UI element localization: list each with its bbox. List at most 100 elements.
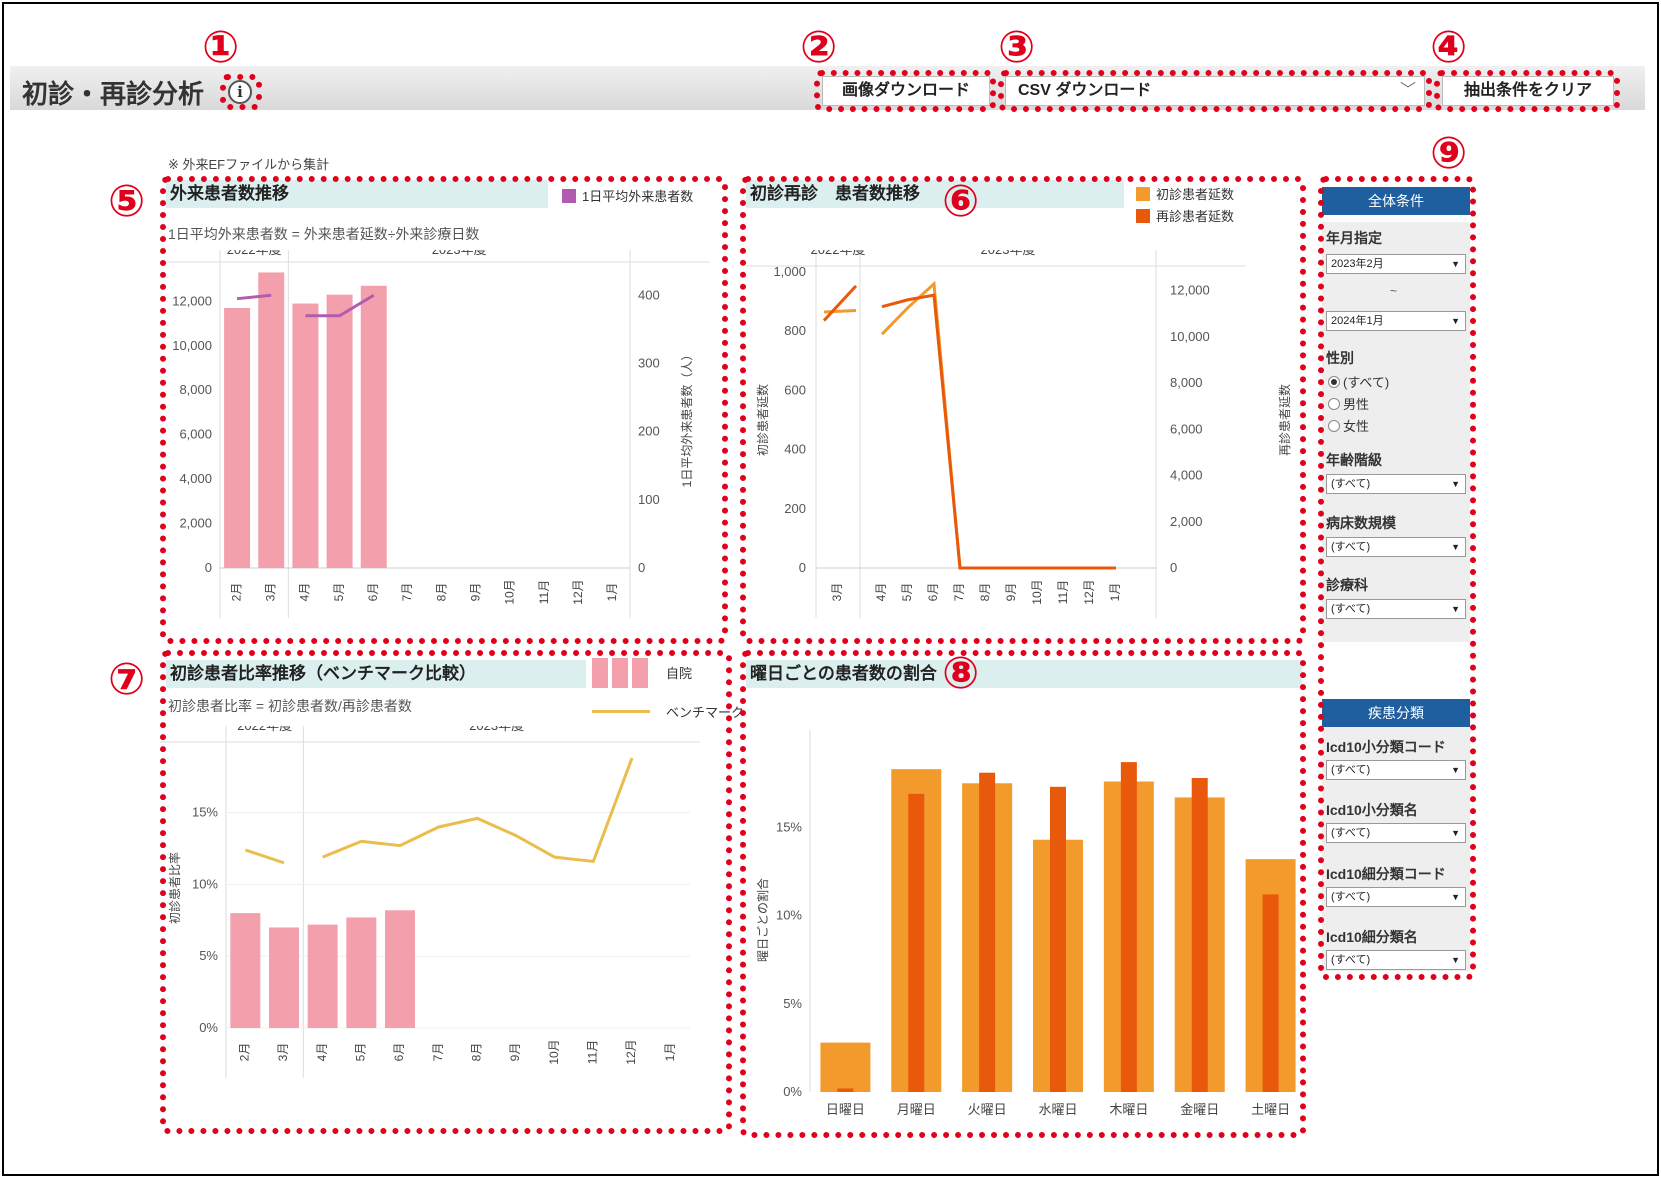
panel5-formula: 1日平均外来患者数 = 外来患者延数÷外来診療日数 <box>168 226 480 242</box>
radio-icon <box>1328 420 1340 432</box>
y2-tick-label: 0 <box>638 560 645 575</box>
y-tick-label: 10,000 <box>172 338 212 353</box>
filter-month-to-value: 2024年1月 <box>1331 315 1384 327</box>
x-tick-label: 11月 <box>586 1040 600 1064</box>
x-tick-label: 2月 <box>238 1043 252 1062</box>
filter-month-to[interactable]: 2024年1月 ▼ <box>1326 311 1466 331</box>
annotation-number-8: ⑧ <box>942 648 980 699</box>
filter-beds-label: 病床数規模 <box>1322 513 1470 533</box>
x-tick-label: 11月 <box>1056 580 1070 604</box>
panel5-title: 外来患者数推移 <box>166 180 548 208</box>
radio-sex-male-label: 男性 <box>1343 397 1370 412</box>
chart-outpatient-trend: 2022年度 2023年度 0 2,000 4,000 6,000 8,000 10,000 1… <box>160 250 710 618</box>
x-tick-label: 土曜日 <box>1251 1102 1290 1117</box>
y-tick-label: 15% <box>192 805 218 820</box>
annotation-box-3 <box>998 70 1432 112</box>
filter-month-from[interactable]: 2023年2月 ▼ <box>1326 254 1466 274</box>
panel8-title: 曜日ごとの患者数の割合 <box>746 660 1302 688</box>
caret-down-icon: ▼ <box>1451 259 1460 269</box>
bar-inner <box>979 772 996 1092</box>
fy-label-2022: 2022年度 <box>227 250 282 257</box>
x-tick-label: 9月 <box>508 1043 522 1062</box>
line-series-daily-avg <box>236 293 272 301</box>
caret-down-icon: ▼ <box>1451 955 1460 965</box>
annotation-box-2 <box>814 70 996 112</box>
filter-age-select[interactable]: (すべて) ▼ <box>1326 474 1466 494</box>
x-tick-label: 4月 <box>874 583 888 602</box>
caret-down-icon: ▼ <box>1451 892 1460 902</box>
x-tick-label: 10月 <box>1030 579 1044 604</box>
panel6-legend-first: 初診患者延数 <box>1136 184 1234 203</box>
y2-tick-label: 8,000 <box>1170 375 1203 390</box>
y2-axis-title: 再診患者延数 <box>1277 384 1292 456</box>
y2-tick-label: 6,000 <box>1170 421 1203 436</box>
image-download-button[interactable]: 画像ダウンロード <box>822 76 990 106</box>
x-tick-label: 6月 <box>392 1043 406 1062</box>
annotation-box-5 <box>160 176 728 644</box>
x-tick-label: 8月 <box>978 583 992 602</box>
bar-own <box>346 917 377 1028</box>
filter-icd-small-name-select[interactable]: (すべて) ▼ <box>1326 823 1466 843</box>
y-tick-label: 600 <box>784 382 806 397</box>
filter-icd-fine-code-select[interactable]: (すべて) ▼ <box>1326 887 1466 907</box>
annotation-box-9 <box>1318 176 1476 980</box>
clear-filters-button[interactable]: 抽出条件をクリア <box>1442 76 1614 106</box>
radio-sex-female[interactable]: 女性 <box>1328 416 1369 435</box>
radio-sex-male[interactable]: 男性 <box>1328 394 1369 413</box>
x-tick-label: 3月 <box>830 583 844 602</box>
filter-icd-fine-name-select[interactable]: (すべて) ▼ <box>1326 950 1466 970</box>
filter-icd-small-code-value: (すべて) <box>1331 764 1371 776</box>
panel7-legend-bench-label: ベンチマーク <box>666 705 745 720</box>
fy-label-2022: 2022年度 <box>237 726 292 733</box>
y2-tick-label: 300 <box>638 355 660 370</box>
annotation-number-1: ① <box>202 22 240 73</box>
annotation-box-6 <box>740 176 1306 644</box>
filter-beds-select[interactable]: (すべて) ▼ <box>1326 537 1466 557</box>
filter-month-from-value: 2023年2月 <box>1331 258 1384 270</box>
panel7-formula: 初診患者比率 = 初診患者数/再診患者数 <box>168 698 412 714</box>
y-tick-label: 0 <box>205 560 212 575</box>
filter-icd-fine-code-label: Icd10細分類コード <box>1322 864 1470 884</box>
caret-down-icon: ▼ <box>1451 828 1460 838</box>
y2-axis-title: 1日平均外来患者数（人） <box>679 349 694 488</box>
y2-tick-label: 200 <box>638 424 660 439</box>
annotation-box-8 <box>740 650 1306 1138</box>
y-tick-label: 10% <box>192 876 218 891</box>
y-tick-label: 0% <box>199 1020 218 1035</box>
x-tick-label: 11月 <box>537 580 551 604</box>
panel6-legend-revisit-label: 再診患者延数 <box>1156 209 1235 224</box>
csv-download-select[interactable]: CSV ダウンロード ﹀ <box>1005 76 1425 106</box>
filter-icd-fine-name-label: Icd10細分類名 <box>1322 927 1470 947</box>
x-tick-label: 火曜日 <box>968 1102 1007 1117</box>
filter-panel-bg <box>1322 222 1470 642</box>
filter-age-value: (すべて) <box>1331 478 1371 490</box>
x-tick-label: 9月 <box>1004 583 1018 602</box>
y-tick-label: 4,000 <box>179 471 212 486</box>
info-icon[interactable]: i <box>228 80 252 104</box>
panel7-legend-own: 自院 <box>592 658 692 688</box>
filter-month-label: 年月指定 <box>1322 228 1470 248</box>
annotation-number-5: ⑤ <box>108 176 146 227</box>
filter-dept-select[interactable]: (すべて) ▼ <box>1326 599 1466 619</box>
caret-down-icon: ▼ <box>1451 765 1460 775</box>
x-tick-label: 5月 <box>332 583 346 602</box>
filter-icd-small-code-select[interactable]: (すべて) ▼ <box>1326 760 1466 780</box>
annotation-number-2: ② <box>800 22 838 73</box>
y2-tick-label: 2,000 <box>1170 514 1203 529</box>
y2-tick-label: 400 <box>638 287 660 302</box>
caret-down-icon: ▼ <box>1451 604 1460 614</box>
bar-inner <box>908 793 925 1092</box>
y-tick-label: 1,000 <box>773 264 806 279</box>
chart-first-visit-ratio: 2022年度 2023年度 0% 5% 10% 15% 初診患者比率 2月 3月 4月 5月 6月 7月… <box>160 726 700 1078</box>
x-tick-label: 7月 <box>400 583 414 602</box>
y-tick-label: 0 <box>799 560 806 575</box>
y2-tick-label: 100 <box>638 492 660 507</box>
x-tick-label: 水曜日 <box>1038 1102 1077 1117</box>
x-tick-label: 1月 <box>605 583 619 602</box>
bar <box>326 294 353 568</box>
radio-sex-all[interactable]: (すべて) <box>1328 372 1389 391</box>
annotation-number-3: ③ <box>998 22 1036 73</box>
y-tick-label: 0% <box>783 1084 802 1099</box>
x-tick-label: 1月 <box>1108 583 1122 602</box>
